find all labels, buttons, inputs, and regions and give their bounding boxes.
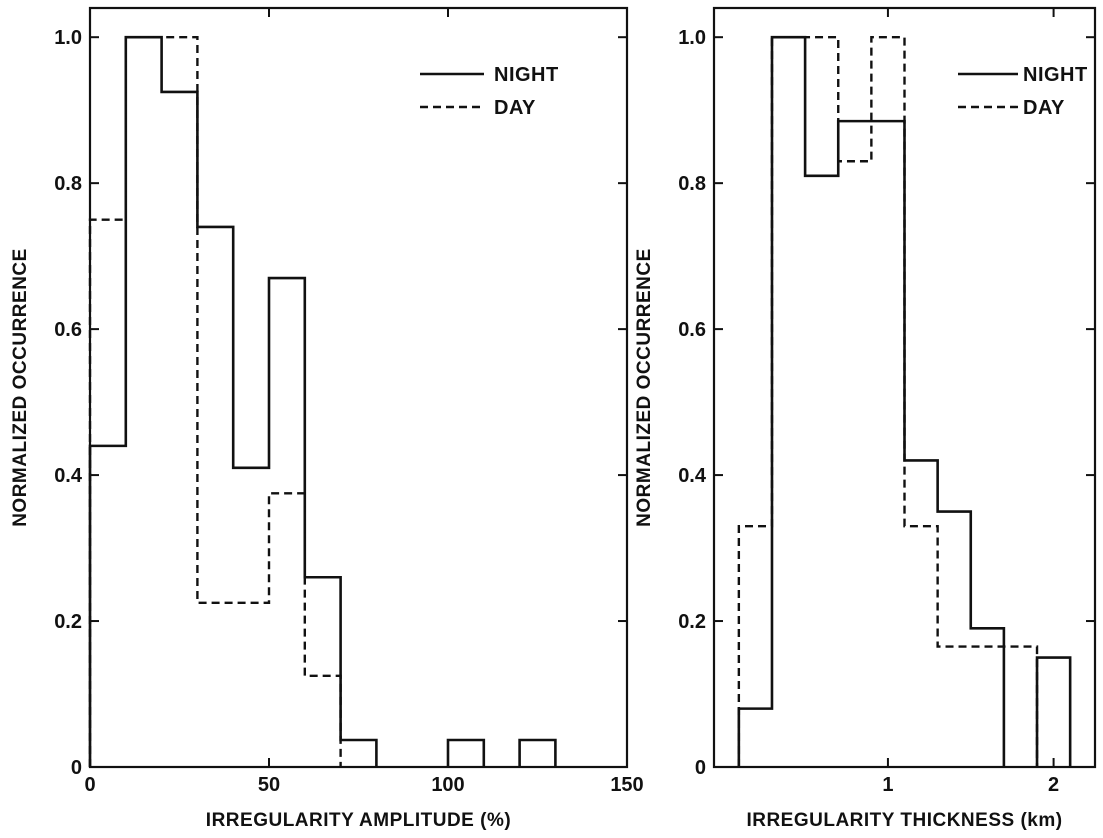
x-axis-title: IRREGULARITY THICKNESS (km) — [746, 810, 1062, 831]
plot-frame — [90, 8, 627, 767]
amplitude-panel: 0 0.2 0.4 0.6 0.8 1.0 0 50 100 150 IRREGULARITY AM… — [10, 8, 644, 831]
y-tick-label: 0.6 — [678, 319, 706, 341]
night-series-line — [90, 37, 555, 767]
y-tick-label: 0.2 — [678, 611, 706, 633]
y-tick-label: 0.2 — [54, 611, 82, 633]
x-tick-label: 1 — [882, 774, 893, 796]
x-tick-label: 0 — [84, 774, 95, 796]
x-axis-title: IRREGULARITY AMPLITUDE (%) — [206, 810, 511, 831]
legend-night-label: NIGHT — [1023, 64, 1088, 86]
x-tick-label: 100 — [431, 774, 464, 796]
y-tick-label: 0.8 — [678, 173, 706, 195]
legend-night-label: NIGHT — [494, 64, 559, 86]
y-tick-label: 0 — [71, 757, 82, 779]
y-tick-label: 1.0 — [678, 27, 706, 49]
thickness-panel: 0 0.2 0.4 0.6 0.8 1.0 1 2 IRREGULARITY THICKNESS… — [634, 8, 1095, 831]
legend-day-label: DAY — [494, 97, 536, 119]
x-tick-label: 2 — [1048, 774, 1059, 796]
day-series-line — [739, 37, 1037, 767]
y-axis-title: NORMALIZED OCCURRENCE — [634, 248, 655, 527]
x-tick-label: 50 — [258, 774, 280, 796]
legend-day-label: DAY — [1023, 97, 1065, 119]
y-axis-title: NORMALIZED OCCURRENCE — [10, 248, 31, 527]
y-tick-label: 0.4 — [54, 465, 83, 487]
y-tick-label: 0.8 — [54, 173, 82, 195]
y-tick-label: 1.0 — [54, 27, 82, 49]
y-tick-label: 0 — [695, 757, 706, 779]
y-tick-label: 0.6 — [54, 319, 82, 341]
day-series-line — [90, 37, 341, 767]
y-tick-label: 0.4 — [678, 465, 707, 487]
x-tick-label: 150 — [610, 774, 643, 796]
